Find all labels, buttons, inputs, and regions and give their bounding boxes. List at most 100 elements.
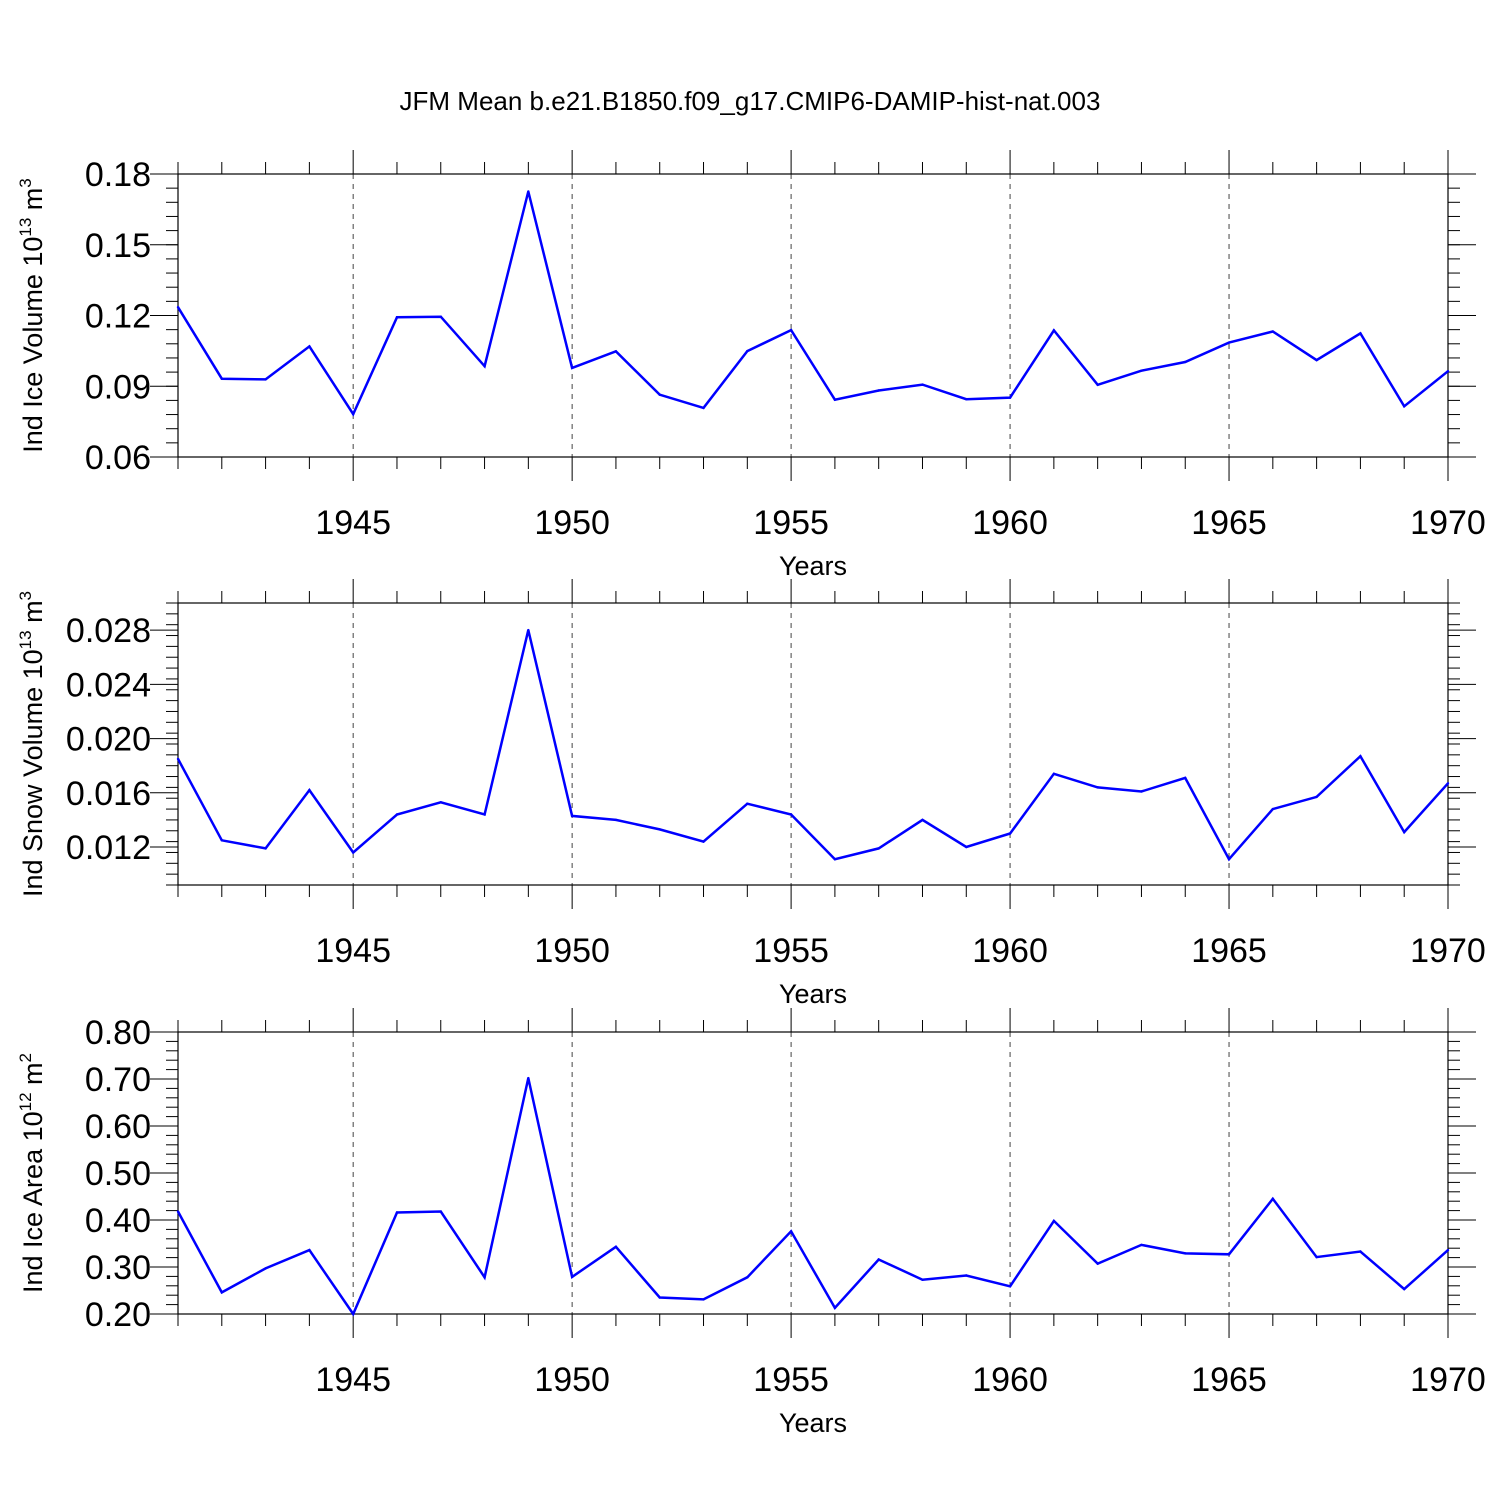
data-point bbox=[1359, 1250, 1362, 1253]
x-tick-label: 1970 bbox=[1410, 504, 1486, 542]
data-point bbox=[1184, 360, 1187, 364]
y-tick-label: 0.024 bbox=[66, 666, 151, 704]
data-point bbox=[308, 788, 311, 792]
data-point bbox=[395, 1211, 399, 1214]
data-point bbox=[1359, 755, 1362, 758]
y-tick-label: 0.40 bbox=[85, 1202, 151, 1240]
data-point bbox=[1446, 782, 1450, 785]
data-point bbox=[877, 389, 880, 392]
data-point bbox=[833, 858, 837, 861]
data-point bbox=[789, 328, 793, 332]
y-tick-label: 0.50 bbox=[85, 1155, 151, 1193]
data-point bbox=[1008, 396, 1012, 399]
y-tick-label: 0.18 bbox=[85, 156, 151, 194]
y-tick-label: 0.80 bbox=[85, 1014, 151, 1052]
data-point bbox=[1096, 383, 1099, 387]
x-tick-label: 1950 bbox=[534, 504, 610, 542]
data-point bbox=[614, 350, 618, 353]
y-axis-label-unit: m bbox=[18, 600, 48, 630]
data-point bbox=[439, 315, 442, 318]
plot-frame bbox=[177, 602, 1449, 886]
data-point bbox=[1008, 832, 1012, 835]
data-point bbox=[1403, 405, 1406, 408]
x-tick-label: 1965 bbox=[1191, 932, 1267, 970]
series-line bbox=[176, 191, 1449, 417]
data-point bbox=[658, 1296, 661, 1299]
x-axis-label: Years bbox=[779, 551, 847, 581]
data-point bbox=[1315, 1255, 1318, 1259]
data-point bbox=[351, 1312, 355, 1316]
data-point bbox=[702, 406, 705, 410]
y-axis-label-unit: m bbox=[18, 188, 48, 218]
y-axis-label-main: Ind Ice Volume 10 bbox=[18, 237, 48, 453]
y-tick-label: 0.012 bbox=[66, 829, 151, 867]
data-point bbox=[921, 818, 924, 822]
y-axis-label-unit: m bbox=[18, 1062, 48, 1092]
data-point bbox=[1271, 807, 1275, 811]
data-point bbox=[1140, 790, 1143, 793]
data-point bbox=[220, 1291, 223, 1294]
y-tick-label: 0.016 bbox=[66, 775, 151, 813]
y-tick-label: 0.60 bbox=[85, 1108, 151, 1146]
x-axis-label: Years bbox=[779, 1408, 847, 1438]
y-axis-label-unit-exp: 3 bbox=[16, 591, 35, 600]
panels: 1945 1950 1955 1960 1965 1970 0.06 0.09 0.12 0.15… bbox=[16, 150, 1486, 1438]
data-point bbox=[395, 315, 399, 319]
x-tick-label: 1965 bbox=[1191, 504, 1267, 542]
data-point bbox=[877, 1258, 880, 1261]
data-point bbox=[570, 366, 574, 370]
data-point bbox=[746, 1276, 749, 1279]
x-tick-label: 1970 bbox=[1410, 1361, 1486, 1399]
y-tick-label: 0.12 bbox=[85, 298, 151, 336]
data-point bbox=[176, 1210, 180, 1213]
y-tick-label: 0.70 bbox=[85, 1061, 151, 1099]
data-point bbox=[921, 383, 924, 386]
data-point bbox=[483, 365, 486, 368]
data-point bbox=[1446, 369, 1450, 373]
data-point bbox=[264, 1267, 267, 1270]
data-point bbox=[570, 1275, 574, 1279]
data-point bbox=[746, 349, 749, 353]
data-point bbox=[1096, 1262, 1099, 1265]
data-point bbox=[1052, 772, 1056, 776]
y-axis-label: Ind Snow Volume 1013 m3 bbox=[16, 591, 48, 897]
data-point bbox=[614, 1245, 618, 1248]
data-point bbox=[789, 1230, 793, 1233]
data-point bbox=[527, 628, 530, 632]
panel-1: 1945 1950 1955 1960 1965 1970 0.06 0.09 0.12 0.15… bbox=[16, 150, 1486, 581]
data-point bbox=[1315, 795, 1318, 799]
y-tick-label: 0.30 bbox=[85, 1249, 151, 1287]
data-point bbox=[614, 818, 618, 822]
y-axis-label-exp: 12 bbox=[16, 1092, 35, 1111]
y-axis-label-main: Ind Snow Volume 10 bbox=[18, 649, 48, 897]
x-tick-label: 1945 bbox=[315, 932, 391, 970]
y-tick-label: 0.06 bbox=[85, 439, 151, 477]
data-point bbox=[1140, 369, 1143, 372]
x-tick-label: 1960 bbox=[972, 1361, 1048, 1399]
data-point bbox=[921, 1278, 924, 1281]
data-point bbox=[746, 802, 749, 805]
x-tick-label: 1960 bbox=[972, 932, 1048, 970]
x-tick-label: 1955 bbox=[753, 1361, 829, 1399]
x-tick-label: 1945 bbox=[315, 1361, 391, 1399]
data-point bbox=[702, 840, 705, 843]
data-point bbox=[658, 393, 661, 396]
data-point bbox=[877, 847, 880, 850]
x-tick-label: 1965 bbox=[1191, 1361, 1267, 1399]
data-point bbox=[1315, 358, 1318, 362]
data-point bbox=[570, 814, 574, 818]
chart-title: JFM Mean b.e21.B1850.f09_g17.CMIP6-DAMIP… bbox=[400, 86, 1101, 116]
data-point bbox=[439, 801, 442, 804]
y-tick-label: 0.028 bbox=[66, 612, 151, 650]
x-tick-label: 1955 bbox=[753, 504, 829, 542]
data-point bbox=[351, 412, 355, 416]
data-point bbox=[1184, 776, 1187, 780]
data-point bbox=[658, 828, 661, 831]
x-axis-label: Years bbox=[779, 979, 847, 1009]
data-point bbox=[833, 1306, 837, 1310]
y-axis-label: Ind Ice Area 1012 m2 bbox=[16, 1053, 48, 1293]
panel-3: 1945 1950 1955 1960 1965 1970 0.20 0.30 0.40 0.50… bbox=[16, 1008, 1486, 1438]
data-point bbox=[1271, 1197, 1275, 1201]
data-point bbox=[1052, 1219, 1056, 1223]
y-tick-label: 0.020 bbox=[66, 721, 151, 759]
